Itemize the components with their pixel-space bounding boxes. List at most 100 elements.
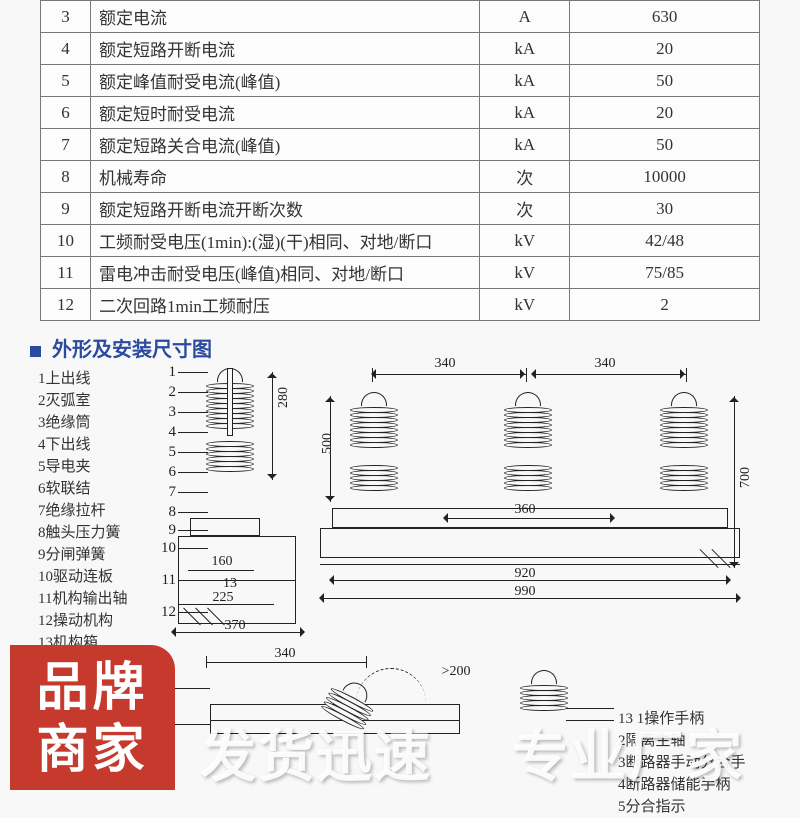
callout-1: 1 — [156, 364, 176, 381]
leader-line — [178, 392, 208, 393]
dim-500: 500 — [320, 433, 336, 454]
parts-item: 3绝缘筒 — [38, 412, 153, 434]
callout-12: 12 — [156, 604, 176, 621]
cell-name: 额定短时耐受电流 — [90, 97, 479, 129]
cell-value: 20 — [570, 97, 760, 129]
callout-5: 5 — [156, 444, 176, 461]
parts-item: 11机构输出轴 — [38, 588, 153, 610]
bullet-icon — [30, 346, 41, 357]
cell-idx: 3 — [41, 1, 91, 33]
cell-value: 20 — [570, 33, 760, 65]
leader-line — [178, 412, 208, 413]
cell-unit: kA — [480, 97, 570, 129]
leader-line — [178, 452, 208, 453]
cell-idx: 8 — [41, 161, 91, 193]
cell-value: 42/48 — [570, 225, 760, 257]
callout-4: 4 — [156, 424, 176, 441]
dim-340b: 340 — [260, 646, 310, 662]
watermark-1: 发货迅速 — [200, 712, 432, 793]
callout-8: 8 — [156, 504, 176, 521]
callout-10: 10 — [156, 540, 176, 557]
callout-7: 7 — [156, 484, 176, 501]
dim-370: 370 — [212, 618, 258, 634]
table-row: 7额定短路关合电流(峰值)kA50 — [41, 129, 760, 161]
parts-list-left: 1上出线2灭弧室3绝缘筒4下出线5导电夹6软联结7绝缘拉杆8触头压力簧9分闸弹簧… — [38, 368, 153, 676]
parts-item: 12操动机构 — [38, 610, 153, 632]
cell-unit: 次 — [480, 193, 570, 225]
watermark-badge: 品牌 商家 — [10, 645, 175, 790]
watermark-2: 专业厂家 — [512, 712, 744, 793]
parts-item: 4下出线 — [38, 434, 153, 456]
callout-9: 9 — [156, 522, 176, 539]
badge-line2: 商家 — [10, 719, 175, 781]
callout-6: 6 — [156, 464, 176, 481]
dim-160: 160 — [202, 554, 242, 570]
parts-item: 1上出线 — [38, 368, 153, 390]
table-row: 10工频耐受电压(1min):(湿)(干)相同、对地/断口kV42/48 — [41, 225, 760, 257]
cell-name: 额定短路关合电流(峰值) — [90, 129, 479, 161]
parts-item: 5导电夹 — [38, 456, 153, 478]
cell-name: 额定电流 — [90, 1, 479, 33]
dim-pitch1: 340 — [420, 356, 470, 372]
cell-idx: 6 — [41, 97, 91, 129]
table-row: 12二次回路1min工频耐压kV2 — [41, 289, 760, 321]
dim-360: 360 — [500, 502, 550, 518]
cell-idx: 12 — [41, 289, 91, 321]
cell-name: 雷电冲击耐受电压(峰值)相同、对地/断口 — [90, 257, 479, 289]
cell-name: 二次回路1min工频耐压 — [90, 289, 479, 321]
dim-700: 700 — [738, 467, 754, 488]
cell-value: 30 — [570, 193, 760, 225]
cell-idx: 4 — [41, 33, 91, 65]
parts-item: 5分合指示 — [618, 796, 778, 818]
cell-value: 50 — [570, 129, 760, 161]
callout-3: 3 — [156, 404, 176, 421]
dim-pitch2: 340 — [580, 356, 630, 372]
parts-item: 8触头压力簧 — [38, 522, 153, 544]
cell-idx: 5 — [41, 65, 91, 97]
cell-value: 2 — [570, 289, 760, 321]
cell-name: 额定短路开断电流 — [90, 33, 479, 65]
table-row: 9额定短路开断电流开断次数次30 — [41, 193, 760, 225]
parts-item: 7绝缘拉杆 — [38, 500, 153, 522]
cell-unit: kA — [480, 65, 570, 97]
cell-name: 工频耐受电压(1min):(湿)(干)相同、对地/断口 — [90, 225, 479, 257]
dim-280: 280 — [276, 387, 292, 408]
cell-value: 630 — [570, 1, 760, 33]
table-row: 4额定短路开断电流kA20 — [41, 33, 760, 65]
leader-line — [178, 512, 208, 513]
table-row: 3额定电流A630 — [41, 1, 760, 33]
cell-unit: kV — [480, 225, 570, 257]
callout-11: 11 — [156, 572, 176, 589]
cell-idx: 11 — [41, 257, 91, 289]
cell-unit: kV — [480, 289, 570, 321]
leader-line — [178, 432, 208, 433]
leader-line — [178, 492, 208, 493]
badge-line1: 品牌 — [10, 657, 175, 719]
dim-225: 225 — [200, 590, 246, 606]
cell-value: 50 — [570, 65, 760, 97]
leader-line — [178, 372, 208, 373]
table-row: 11雷电冲击耐受电压(峰值)相同、对地/断口kV75/85 — [41, 257, 760, 289]
table-row: 5额定峰值耐受电流(峰值)kA50 — [41, 65, 760, 97]
cell-unit: kA — [480, 129, 570, 161]
cell-unit: kV — [480, 257, 570, 289]
cell-name: 额定短路开断电流开断次数 — [90, 193, 479, 225]
cell-idx: 10 — [41, 225, 91, 257]
parts-item: 9分闸弹簧 — [38, 544, 153, 566]
parts-item: 6软联结 — [38, 478, 153, 500]
table-row: 6额定短时耐受电流kA20 — [41, 97, 760, 129]
dim-990: 990 — [500, 584, 550, 600]
cell-name: 机械寿命 — [90, 161, 479, 193]
section-title: 外形及安装尺寸图 — [30, 333, 800, 362]
table-row: 8机械寿命次10000 — [41, 161, 760, 193]
cell-unit: A — [480, 1, 570, 33]
leader-line — [178, 472, 208, 473]
cell-unit: kA — [480, 33, 570, 65]
cell-value: 10000 — [570, 161, 760, 193]
dim-920: 920 — [500, 566, 550, 582]
cell-idx: 9 — [41, 193, 91, 225]
spec-table: 3额定电流A6304额定短路开断电流kA205额定峰值耐受电流(峰值)kA506… — [40, 0, 760, 321]
cell-unit: 次 — [480, 161, 570, 193]
parts-item: 2灭弧室 — [38, 390, 153, 412]
cell-value: 75/85 — [570, 257, 760, 289]
